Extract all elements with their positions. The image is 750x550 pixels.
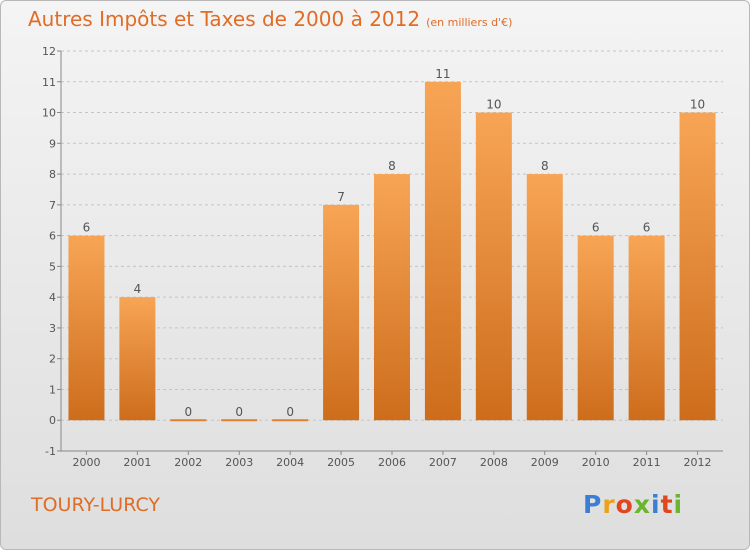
- y-tick-label: 3: [49, 322, 56, 335]
- bar-value-label: 0: [235, 405, 243, 419]
- logo-letter: o: [615, 490, 634, 519]
- proxiti-logo: Proxiti: [583, 490, 683, 519]
- y-tick-label: 1: [49, 383, 56, 396]
- bar-value-label: 0: [286, 405, 294, 419]
- bar-value-label: 4: [134, 282, 142, 296]
- x-tick-label: 2010: [582, 456, 610, 469]
- x-tick-label: 2009: [531, 456, 559, 469]
- y-tick-label: 5: [49, 260, 56, 273]
- y-tick-label: 0: [49, 414, 56, 427]
- logo-letter: i: [651, 490, 661, 519]
- bars: [68, 81, 716, 422]
- y-tick-label: 12: [42, 45, 56, 58]
- x-tick-label: 2011: [633, 456, 661, 469]
- x-tick-label: 2005: [327, 456, 355, 469]
- labels: -101234567891011126200042001020020200302…: [42, 45, 712, 469]
- logo-letter: x: [633, 490, 651, 519]
- chart-title: Autres Impôts et Taxes de 2000 à 2012 (en…: [28, 7, 512, 31]
- x-tick-label: 2008: [480, 456, 508, 469]
- logo-letter: i: [673, 490, 684, 519]
- y-tick-label: 2: [49, 353, 56, 366]
- bar-value-label: 10: [690, 98, 705, 112]
- bar: [68, 235, 105, 421]
- bar-value-label: 10: [486, 98, 501, 112]
- bar: [424, 81, 461, 421]
- bar: [323, 204, 360, 421]
- x-tick-label: 2012: [684, 456, 712, 469]
- bar-value-label: 0: [184, 405, 192, 419]
- x-tick-label: 2006: [378, 456, 406, 469]
- y-tick-label: 6: [49, 230, 56, 243]
- bar-value-label: 8: [541, 159, 549, 173]
- bar-value-label: 6: [592, 221, 600, 235]
- chart-title-main: Autres Impôts et Taxes de 2000 à 2012: [28, 7, 421, 31]
- bar-value-label: 7: [337, 190, 345, 204]
- logo-letter: t: [660, 490, 674, 519]
- y-tick-label: 11: [42, 76, 56, 89]
- bar: [577, 235, 614, 421]
- bar: [475, 112, 512, 421]
- x-tick-label: 2007: [429, 456, 457, 469]
- bar-value-label: 8: [388, 159, 396, 173]
- y-tick-label: 7: [49, 199, 56, 212]
- logo-letter: P: [583, 490, 603, 519]
- x-tick-label: 2000: [72, 456, 100, 469]
- bar: [679, 112, 716, 421]
- y-tick-label: -1: [45, 445, 56, 458]
- bar: [119, 297, 156, 421]
- x-tick-label: 2001: [123, 456, 151, 469]
- bar-value-label: 6: [643, 221, 651, 235]
- x-tick-label: 2003: [225, 456, 253, 469]
- bar: [374, 174, 410, 421]
- y-tick-label: 4: [49, 291, 56, 304]
- bar: [526, 174, 563, 421]
- chart-title-unit: (en milliers d'€): [426, 16, 513, 29]
- city-name: TOURY-LURCY: [31, 494, 161, 516]
- x-tick-label: 2004: [276, 456, 304, 469]
- y-tick-label: 10: [42, 107, 56, 120]
- bar-value-label: 11: [435, 67, 450, 81]
- bar-value-label: 6: [83, 221, 91, 235]
- y-tick-label: 8: [49, 168, 56, 181]
- x-tick-label: 2002: [174, 456, 202, 469]
- axes: [57, 50, 723, 455]
- bar: [628, 235, 665, 421]
- logo-letter: r: [602, 490, 616, 519]
- y-tick-label: 9: [49, 137, 56, 150]
